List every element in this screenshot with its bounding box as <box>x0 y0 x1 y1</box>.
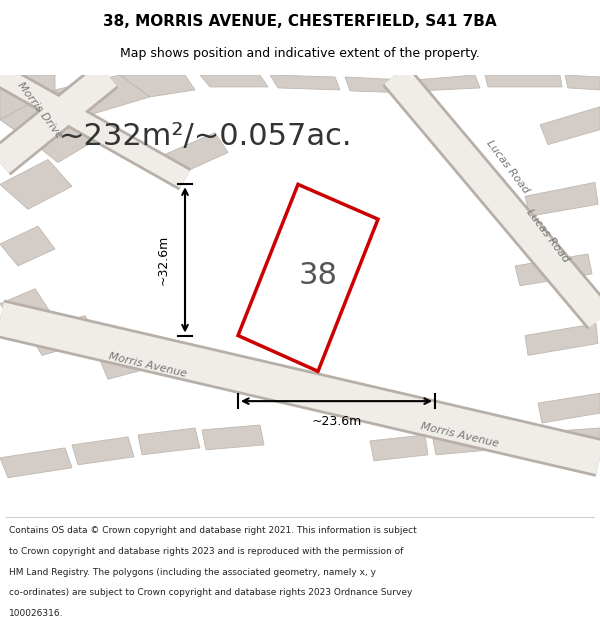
Polygon shape <box>432 430 491 455</box>
Polygon shape <box>72 437 134 465</box>
Text: Morris Drive: Morris Drive <box>16 80 64 140</box>
Polygon shape <box>565 75 600 90</box>
Polygon shape <box>0 159 72 209</box>
Polygon shape <box>55 75 150 115</box>
Text: ~32.6m: ~32.6m <box>157 235 170 285</box>
Polygon shape <box>0 448 72 478</box>
Polygon shape <box>538 393 600 423</box>
Polygon shape <box>540 107 600 144</box>
Polygon shape <box>525 324 598 356</box>
Text: Morris Avenue: Morris Avenue <box>108 351 188 379</box>
Polygon shape <box>202 425 264 450</box>
Text: HM Land Registry. The polygons (including the associated geometry, namely x, y: HM Land Registry. The polygons (includin… <box>9 568 376 577</box>
Polygon shape <box>0 90 90 147</box>
Text: 100026316.: 100026316. <box>9 609 64 618</box>
Polygon shape <box>485 75 562 87</box>
Polygon shape <box>495 428 554 453</box>
Polygon shape <box>0 226 55 266</box>
Polygon shape <box>370 435 428 461</box>
Polygon shape <box>558 428 600 451</box>
Polygon shape <box>415 75 480 91</box>
Text: to Crown copyright and database rights 2023 and is reproduced with the permissio: to Crown copyright and database rights 2… <box>9 547 403 556</box>
Text: Contains OS data © Crown copyright and database right 2021. This information is : Contains OS data © Crown copyright and d… <box>9 526 417 535</box>
Polygon shape <box>28 316 98 356</box>
Text: Morris Avenue: Morris Avenue <box>420 421 500 449</box>
Text: co-ordinates) are subject to Crown copyright and database rights 2023 Ordnance S: co-ordinates) are subject to Crown copyr… <box>9 589 412 598</box>
Polygon shape <box>0 75 55 120</box>
Text: ~232m²/~0.057ac.: ~232m²/~0.057ac. <box>58 122 352 151</box>
Polygon shape <box>270 75 340 90</box>
Polygon shape <box>345 77 408 93</box>
Polygon shape <box>0 289 50 326</box>
Polygon shape <box>160 132 228 176</box>
Text: 38, MORRIS AVENUE, CHESTERFIELD, S41 7BA: 38, MORRIS AVENUE, CHESTERFIELD, S41 7BA <box>103 14 497 29</box>
Polygon shape <box>515 254 592 286</box>
Polygon shape <box>525 182 598 216</box>
Polygon shape <box>38 115 108 162</box>
Text: Lucas Road: Lucas Road <box>525 208 571 264</box>
Text: 38: 38 <box>299 261 337 291</box>
Polygon shape <box>120 75 195 97</box>
Polygon shape <box>200 75 268 87</box>
Text: ~23.6m: ~23.6m <box>311 414 362 428</box>
Polygon shape <box>98 341 160 379</box>
Polygon shape <box>138 428 200 455</box>
Text: Map shows position and indicative extent of the property.: Map shows position and indicative extent… <box>120 48 480 61</box>
Text: Lucas Road: Lucas Road <box>485 138 531 195</box>
Polygon shape <box>238 184 378 371</box>
